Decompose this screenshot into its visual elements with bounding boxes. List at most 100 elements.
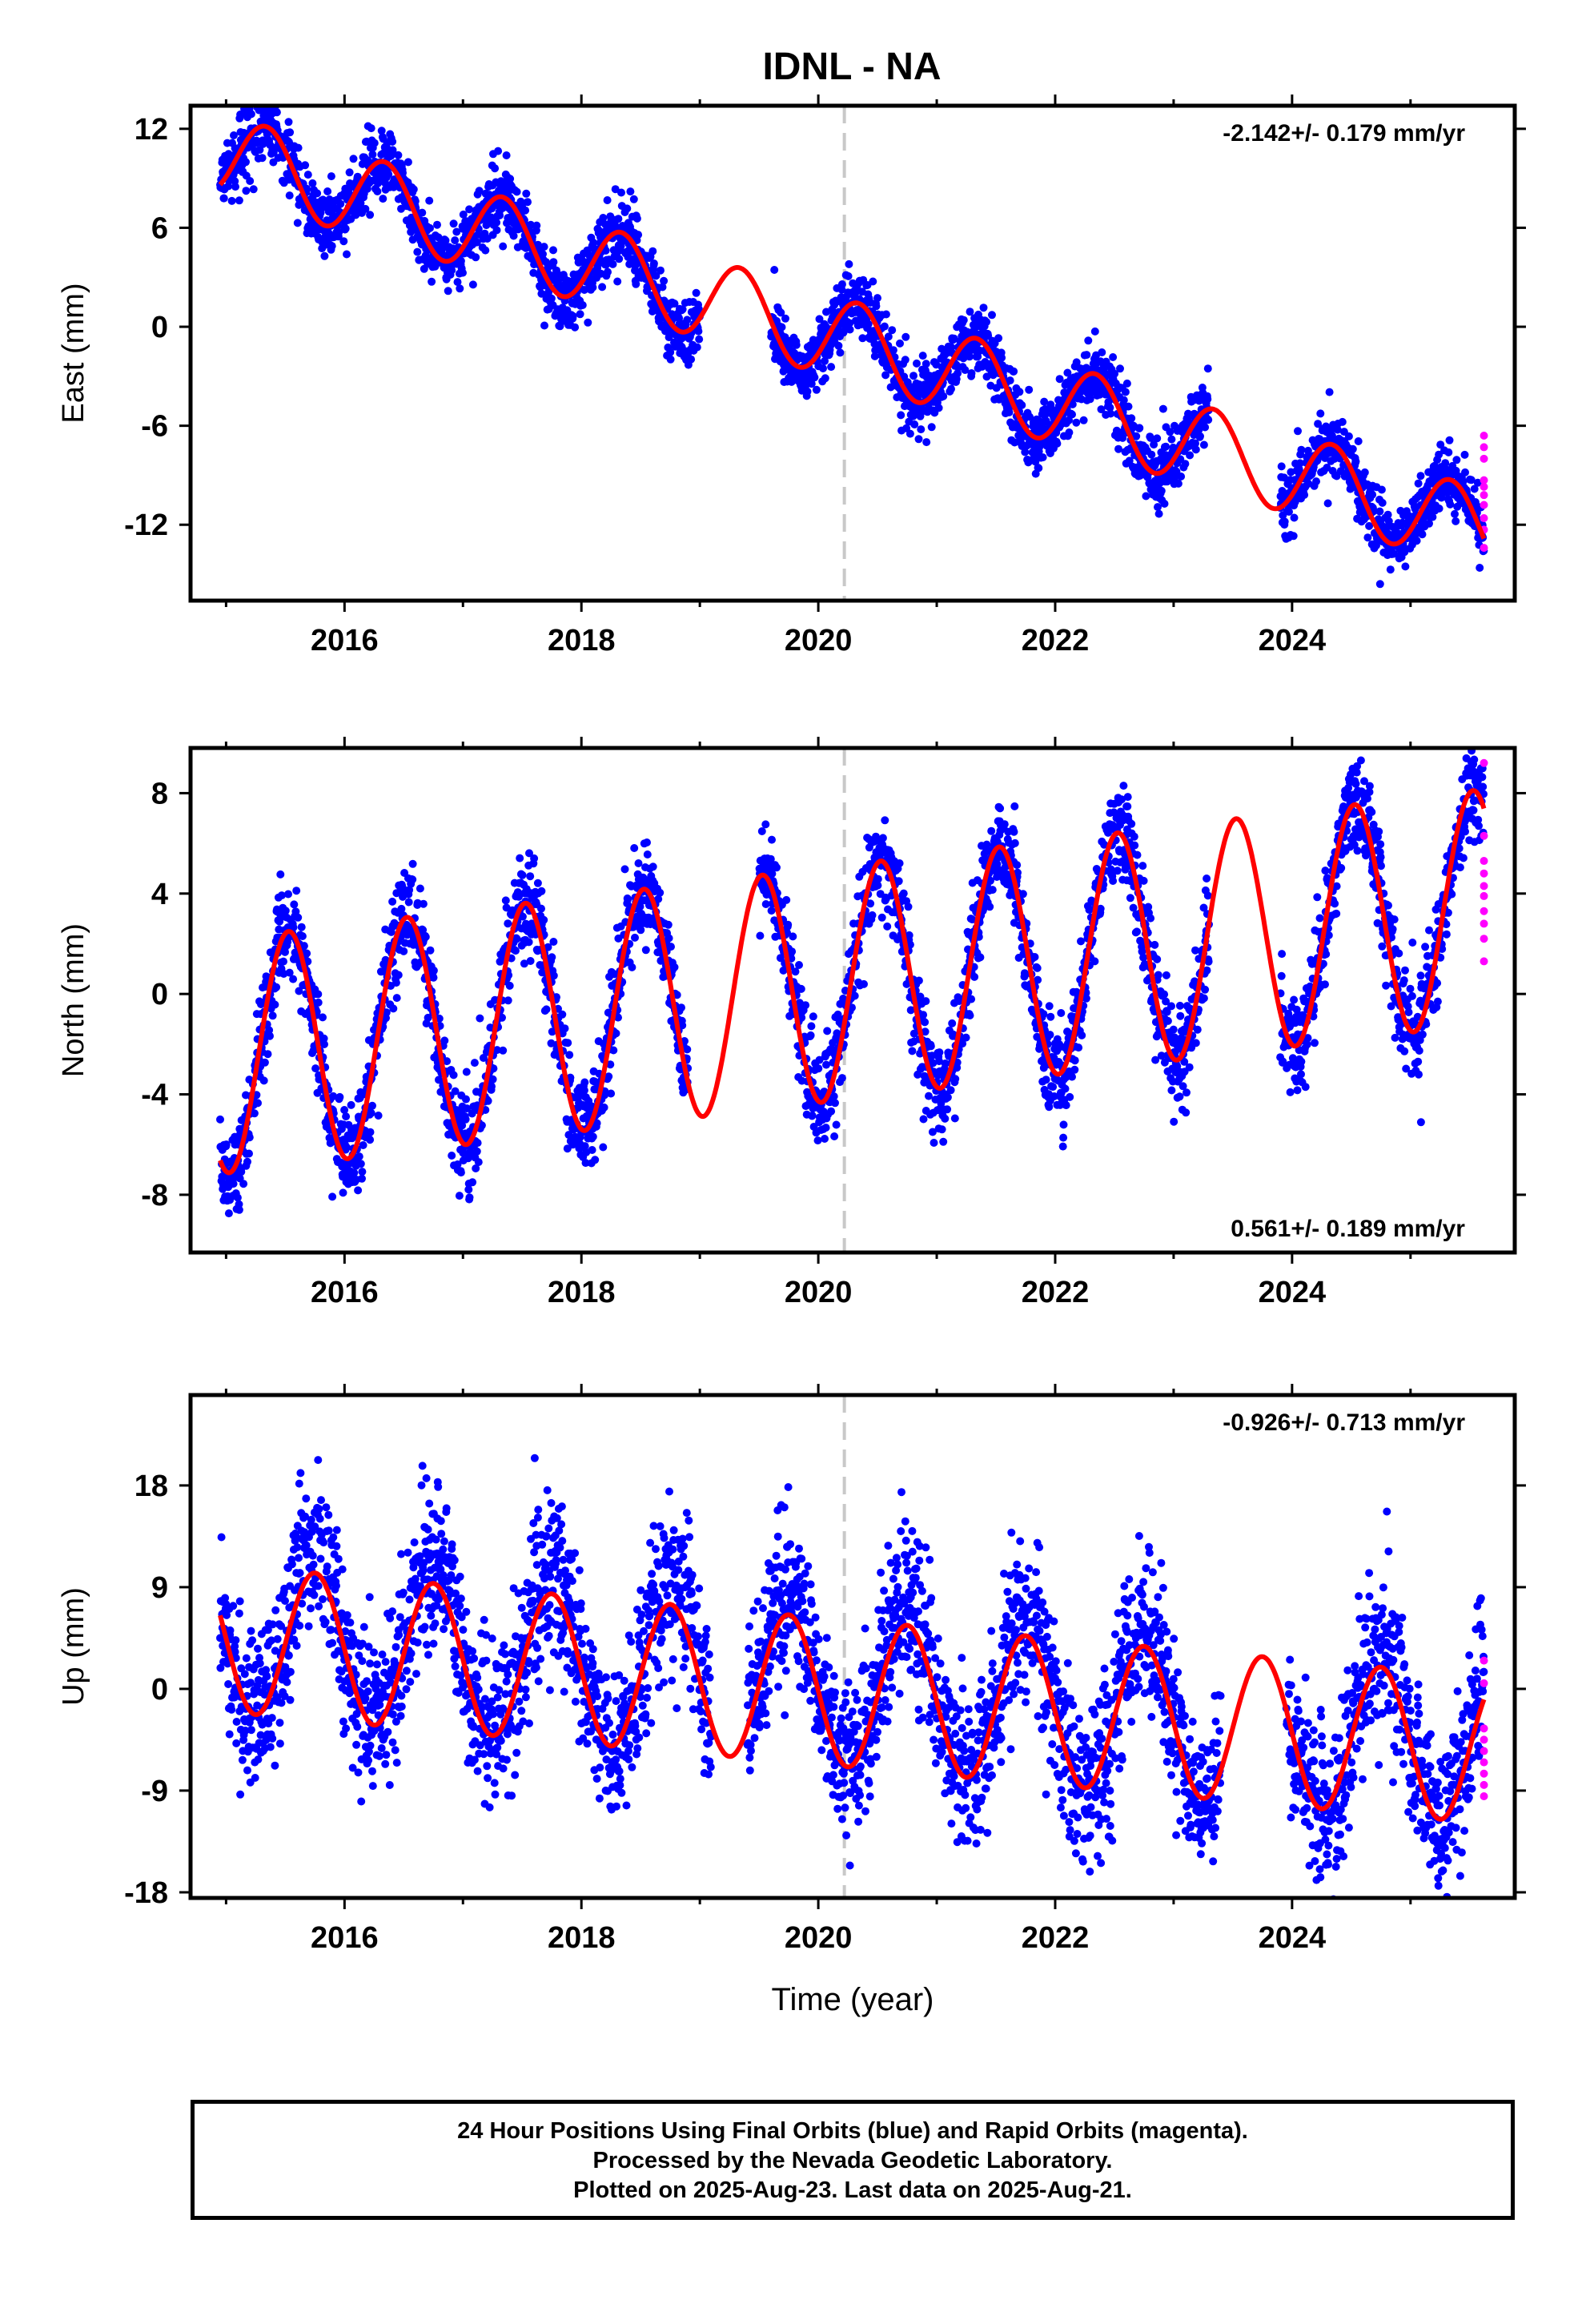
final-point (373, 187, 382, 195)
final-point (777, 323, 786, 332)
rapid-point (1480, 443, 1488, 452)
final-point (644, 913, 653, 922)
final-point (877, 913, 886, 922)
final-point (308, 179, 317, 187)
final-point (293, 219, 302, 227)
final-point (1021, 448, 1030, 456)
final-point (667, 943, 675, 951)
final-point (608, 259, 617, 268)
final-point (522, 189, 531, 198)
final-point (358, 1174, 366, 1183)
final-point (565, 1051, 574, 1059)
final-point (795, 961, 803, 969)
final-point (530, 854, 539, 862)
final-point (379, 195, 387, 203)
final-point (1158, 404, 1167, 413)
final-point (502, 151, 511, 159)
final-point (789, 932, 797, 941)
final-point (935, 1048, 944, 1057)
final-point (1375, 580, 1384, 589)
final-point (827, 1107, 836, 1116)
final-point (832, 1120, 841, 1129)
final-point (1166, 428, 1174, 436)
final-point (1289, 532, 1298, 541)
final-point (421, 932, 430, 941)
final-point (470, 1059, 479, 1068)
final-point (564, 1131, 573, 1140)
final-point (905, 931, 913, 939)
final-point (860, 979, 868, 988)
final-point (276, 870, 285, 879)
final-point (289, 975, 298, 983)
final-point (472, 253, 480, 262)
final-point (243, 1157, 251, 1166)
final-point (451, 236, 460, 245)
final-point (1191, 439, 1199, 448)
final-point (1154, 503, 1162, 512)
final-point (441, 236, 450, 245)
final-point (1150, 440, 1158, 449)
final-point (501, 896, 510, 905)
final-point (1375, 507, 1384, 516)
final-point (766, 854, 775, 863)
final-point (797, 1013, 806, 1022)
final-point (260, 1058, 269, 1067)
final-point (319, 1013, 327, 1022)
final-point (1386, 565, 1395, 574)
final-point (1006, 376, 1014, 385)
final-point (400, 947, 408, 955)
final-point (425, 196, 434, 205)
final-point (1384, 517, 1393, 525)
final-point (808, 1112, 817, 1120)
final-point (576, 310, 584, 319)
final-point (387, 927, 396, 936)
final-point (462, 1095, 470, 1104)
final-point (821, 1124, 830, 1132)
final-point (632, 214, 641, 223)
final-point (1360, 468, 1369, 476)
final-point (491, 164, 500, 173)
final-point (1181, 460, 1190, 468)
final-point (988, 311, 996, 320)
final-point (1365, 521, 1374, 530)
final-point (631, 933, 639, 942)
final-point (355, 1152, 363, 1161)
final-point (547, 294, 556, 303)
final-point (571, 323, 580, 332)
final-point (429, 973, 438, 982)
final-point (1204, 416, 1213, 424)
final-point (533, 879, 542, 887)
final-point (354, 1186, 363, 1195)
final-point (1203, 395, 1212, 404)
final-point (580, 1086, 588, 1095)
final-point (1354, 437, 1363, 445)
final-point (456, 1168, 465, 1177)
final-point (1201, 423, 1210, 432)
final-point (222, 1140, 231, 1149)
final-point (1040, 397, 1049, 406)
final-point (588, 1132, 597, 1141)
final-point (298, 932, 307, 940)
final-point (614, 215, 623, 223)
final-point (392, 994, 401, 1003)
final-point (1122, 379, 1131, 388)
final-point (249, 185, 258, 194)
final-point (894, 877, 903, 886)
final-point (938, 344, 946, 353)
final-point (834, 341, 843, 350)
final-point (472, 1164, 480, 1172)
final-point (866, 899, 875, 908)
final-point (819, 364, 827, 372)
final-point (921, 1027, 930, 1036)
final-point (954, 369, 962, 378)
final-point (388, 897, 397, 906)
final-point (1146, 433, 1155, 442)
final-point (498, 1013, 506, 1022)
final-point (1157, 486, 1166, 495)
final-point (934, 404, 943, 412)
final-point (1290, 513, 1299, 522)
final-point (479, 1054, 488, 1062)
final-point (878, 834, 887, 842)
final-point (1435, 505, 1443, 513)
